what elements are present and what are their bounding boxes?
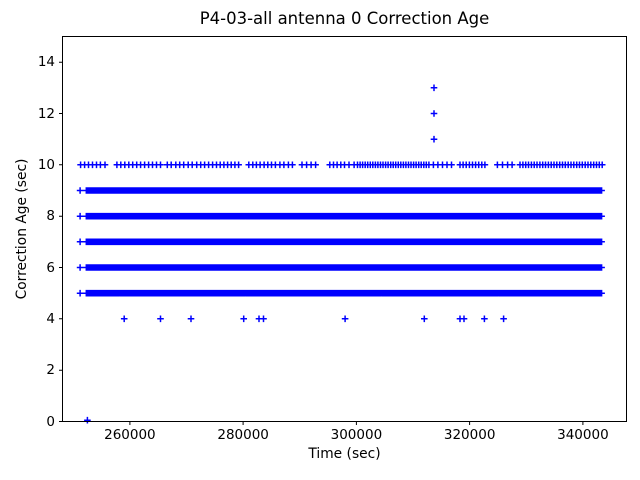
tick-marks xyxy=(59,61,584,425)
scatter-markers xyxy=(76,84,606,424)
y-tick-label: 10 xyxy=(37,156,55,173)
series-origin-point xyxy=(84,416,91,424)
series-age-10 xyxy=(77,161,606,169)
x-tick-label: 340000 xyxy=(557,427,609,443)
series-spike xyxy=(430,84,438,143)
axes-frame xyxy=(59,36,627,425)
y-tick-label: 2 xyxy=(46,362,55,379)
y-tick-label: 0 xyxy=(46,413,55,430)
series-age-4 xyxy=(120,315,507,323)
chart-title: P4-03-all antenna 0 Correction Age xyxy=(199,9,490,28)
y-tick-label: 4 xyxy=(46,310,55,327)
x-tick-label: 320000 xyxy=(443,427,496,443)
y-tick-label: 8 xyxy=(46,208,55,225)
y-tick-label: 12 xyxy=(37,105,55,122)
plot-frame xyxy=(62,36,627,422)
x-tick-label: 280000 xyxy=(217,427,269,443)
x-axis-label: Time (sec) xyxy=(308,446,381,462)
x-tick-label: 260000 xyxy=(104,427,156,443)
x-tick-label: 300000 xyxy=(330,427,383,443)
series-dense-bands xyxy=(76,187,605,297)
y-tick-label: 14 xyxy=(37,54,55,71)
y-tick-label: 6 xyxy=(46,259,55,276)
